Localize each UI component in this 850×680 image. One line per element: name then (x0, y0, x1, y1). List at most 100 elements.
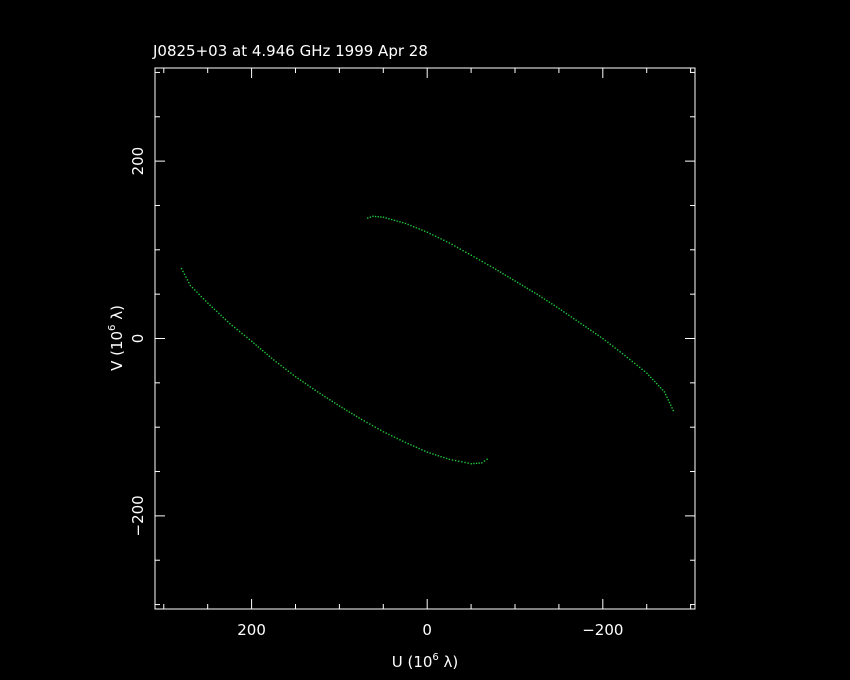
uv-point (382, 431, 385, 433)
uv-point (668, 401, 671, 404)
uv-point (475, 462, 478, 465)
uv-point (316, 391, 319, 393)
uv-point (481, 462, 483, 464)
uv-point (538, 295, 541, 297)
uv-point (226, 320, 229, 323)
uv-point (565, 312, 568, 315)
x-tick-label: 200 (237, 621, 266, 639)
uv-point (404, 222, 407, 225)
uv-point (194, 289, 196, 291)
uv-point (385, 217, 387, 219)
uv-point (497, 270, 499, 272)
uv-point (396, 220, 398, 222)
uv-point (551, 303, 553, 305)
uv-point (429, 452, 431, 454)
uv-point (614, 347, 616, 349)
uv-point (568, 314, 570, 316)
uv-point (355, 415, 358, 418)
uv-point (443, 456, 445, 459)
uv-point (519, 283, 521, 285)
uv-point (443, 239, 445, 241)
uv-point (324, 395, 326, 398)
uv-point (410, 444, 412, 446)
uv-point (631, 360, 633, 363)
uv-point (426, 451, 429, 453)
uv-point (461, 461, 463, 463)
uv-point (248, 338, 251, 341)
uv-point (372, 215, 374, 218)
uv-point (374, 426, 376, 428)
uv-point (484, 262, 486, 264)
uv-point (473, 462, 475, 465)
uv-point (198, 293, 200, 296)
uv-point (418, 228, 420, 230)
uv-point (196, 291, 198, 293)
uv-point (648, 374, 650, 377)
uv-point (385, 432, 387, 434)
uv-point (434, 235, 437, 237)
uv-point (509, 277, 512, 279)
uv-point (202, 298, 205, 300)
uv-point (391, 218, 393, 221)
uv-point (329, 399, 331, 401)
uv-point (304, 382, 307, 385)
uv-point (657, 385, 660, 387)
uv-point (454, 245, 456, 247)
uv-point (451, 459, 454, 461)
uv-point (423, 450, 426, 452)
uv-point (309, 386, 312, 388)
uv-point (207, 302, 209, 304)
uv-point (670, 404, 672, 406)
uv-point (282, 366, 285, 369)
uv-point (667, 399, 669, 401)
uv-point (594, 332, 597, 335)
uv-point (388, 218, 390, 220)
uv-point (467, 462, 469, 464)
uv-point (204, 300, 207, 302)
uv-point (465, 251, 467, 253)
uv-point (243, 334, 246, 337)
uv-point (331, 400, 333, 403)
uv-point (548, 301, 551, 303)
uv-point (473, 256, 475, 258)
uv-point (224, 318, 227, 321)
uv-point (319, 392, 321, 395)
uv-point (415, 227, 418, 229)
uv-point (445, 457, 448, 460)
uv-point (467, 253, 470, 255)
uv-point (671, 407, 673, 409)
uv-point (399, 221, 401, 223)
uv-point (546, 299, 548, 302)
uv-point (512, 278, 514, 281)
uv-point (570, 316, 572, 318)
uv-point (602, 338, 604, 340)
uv-point (553, 304, 555, 307)
uv-point (369, 216, 372, 218)
uv-point (587, 327, 590, 330)
y-tick-label: 0 (129, 334, 147, 344)
uv-point (445, 240, 448, 243)
uv-point (307, 384, 309, 386)
uv-point (478, 259, 481, 261)
uv-points (180, 215, 674, 465)
uv-point (259, 348, 262, 350)
uv-point (507, 275, 509, 278)
uv-point (486, 458, 488, 461)
uv-point (418, 447, 420, 450)
uv-point (234, 326, 236, 329)
uv-point (246, 336, 248, 339)
uv-point (432, 234, 434, 236)
uv-point (607, 341, 609, 344)
uv-point (504, 274, 507, 276)
uv-point (396, 437, 398, 440)
uv-point (185, 276, 187, 278)
uv-point (257, 346, 260, 348)
uv-point (213, 308, 216, 311)
uv-point (655, 382, 658, 385)
uv-point (454, 459, 457, 462)
uv-point (476, 257, 478, 260)
uv-point (624, 354, 626, 357)
uv-point (321, 394, 324, 396)
uv-point (585, 326, 587, 328)
uv-point (363, 420, 365, 422)
